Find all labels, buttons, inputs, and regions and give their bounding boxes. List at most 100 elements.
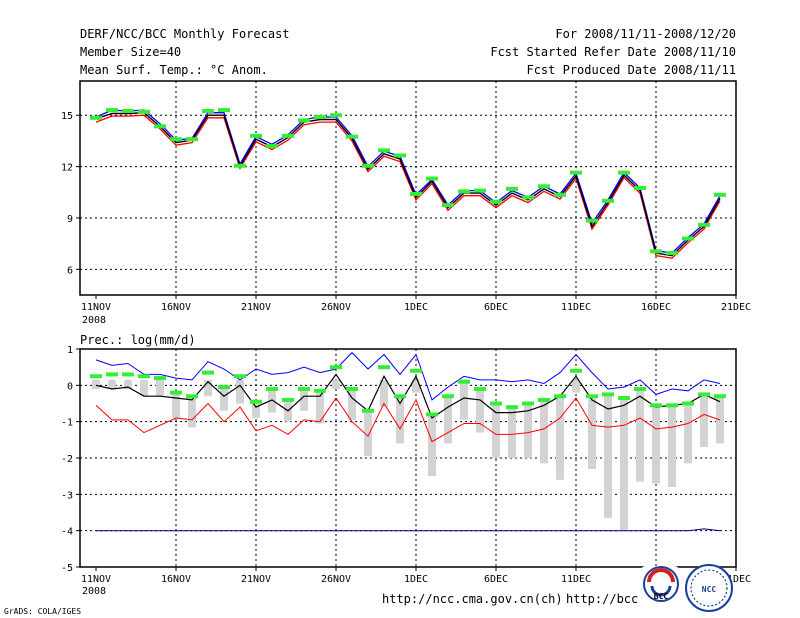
temp-observed-mark [154, 124, 166, 129]
temp-observed-mark [714, 192, 726, 197]
prec-spread-bar [364, 410, 372, 457]
prec-xtick-label: 11NOV [81, 574, 111, 585]
temp-observed-mark [458, 189, 470, 194]
prec-baseline [96, 528, 721, 532]
prec-spread-bar [188, 396, 196, 428]
prec-spread-bar [620, 398, 628, 531]
temp-observed-mark [618, 170, 630, 175]
prec-observed-mark [522, 401, 534, 406]
prec-observed-mark [282, 397, 294, 402]
prec-ytick-label: -3 [61, 490, 73, 501]
year-label-bottom: 2008 [82, 586, 106, 597]
prec-ytick-label: 1 [67, 345, 73, 356]
temp-observed-mark [634, 186, 646, 190]
ncc-logo: NCC [685, 564, 733, 612]
prec-observed-mark [666, 403, 678, 408]
prec-spread-bar [220, 387, 228, 411]
prec-spread-bar [476, 388, 484, 433]
prec-spread-bar [508, 407, 516, 458]
url-en-link[interactable]: http://bcc.c [566, 592, 653, 606]
temp-observed-mark [170, 137, 182, 142]
prec-spread-bar [252, 401, 260, 419]
prec-observed-mark [378, 365, 390, 370]
prec-xtick-label: 21DEC [721, 574, 751, 585]
prec-spread-bar [92, 379, 100, 389]
prec-observed-mark [170, 390, 182, 395]
prec-xtick-label: 26NOV [321, 574, 351, 585]
temp-xtick-label: 11DEC [561, 302, 591, 313]
chart-title: DERF/NCC/BCC Monthly Forecast [80, 27, 290, 41]
temp-upper-line [95, 109, 721, 254]
prec-observed-mark [474, 386, 486, 391]
prec-mean-line [95, 373, 721, 419]
temp-observed-mark [250, 133, 262, 138]
temp-observed-mark [122, 108, 134, 113]
prec-observed-mark [602, 392, 614, 397]
prec-observed-mark [586, 394, 598, 399]
prec-spread-bar [652, 405, 660, 484]
prec-observed-mark [682, 401, 694, 406]
temp-observed-mark [362, 163, 374, 168]
temp-observed-mark [282, 133, 294, 138]
prec-spread-bar [380, 379, 388, 408]
prec-observed-mark [634, 386, 646, 391]
prec-spread-bar [236, 379, 244, 404]
prec-observed-mark [458, 379, 470, 384]
temp-xtick-label: 21DEC [721, 302, 751, 313]
precip-panel: 11NOV16NOV21NOV26NOV1DEC6DEC11DEC16DEC21… [61, 345, 751, 585]
temp-observed-mark [698, 222, 710, 227]
temp-observed-mark [298, 118, 310, 123]
temp-observed-mark [330, 113, 342, 118]
temp-panel: 11NOV 16NOV 21NOV 26NOV 1DEC 6DEC 11DEC 16DEC 21… [61, 81, 751, 313]
prec-ytick-label: -5 [61, 563, 73, 574]
bcc-logo-text: BCC [654, 592, 669, 601]
prec-observed-mark [650, 403, 662, 408]
temp-observed-mark [106, 108, 118, 113]
prec-observed-mark [186, 394, 198, 399]
prec-spread-bar [492, 403, 500, 458]
prec-observed-mark [714, 394, 726, 399]
temp-observed-mark [586, 218, 598, 223]
prec-observed-mark [106, 372, 118, 377]
started-date: Fcst Started Refer Date 2008/11/10 [490, 45, 736, 59]
prec-observed-mark [90, 374, 102, 379]
prec-spread-bar [700, 394, 708, 448]
prec-spread-bar [172, 392, 180, 419]
grads-credit: GrADS: COLA/IGES [4, 607, 81, 616]
temp-panel-frame [79, 80, 737, 296]
temp-observed-mark [90, 115, 102, 120]
prec-observed-mark [554, 394, 566, 399]
prec-xtick-label: 16NOV [161, 574, 191, 585]
prec-ytick-label: -2 [61, 454, 73, 465]
prec-spread-bar [540, 399, 548, 464]
prec-observed-mark [394, 394, 406, 399]
temp-mean-line [95, 111, 721, 257]
prec-observed-mark [506, 405, 518, 410]
prec-lower-line [95, 397, 721, 443]
temp-observed-mark [426, 176, 438, 181]
member-size: Member Size=40 [80, 45, 181, 59]
prec-observed-mark [330, 365, 342, 370]
temp-ytick-label: 15 [61, 111, 73, 122]
prec-spread-bar [300, 388, 308, 411]
prec-observed-mark [314, 388, 326, 393]
prec-spread-bar [108, 379, 116, 389]
temp-ytick-label: 6 [67, 265, 73, 276]
ncc-logo-text: NCC [702, 585, 717, 594]
prec-observed-mark [266, 386, 278, 391]
prec-spread-bar [332, 379, 340, 389]
prec-xtick-label: 11DEC [561, 574, 591, 585]
prec-observed-mark [618, 396, 630, 401]
temp-observed-mark [538, 184, 550, 189]
prec-upper-line [95, 351, 721, 401]
prec-spread-bar [684, 403, 692, 464]
url-ch-link[interactable]: http://ncc.cma.gov.cn(ch) [382, 592, 563, 606]
temp-observed-mark [666, 251, 678, 256]
prec-spread-bar [268, 388, 276, 413]
temp-observed-mark [202, 108, 214, 113]
temp-observed-mark [474, 188, 486, 193]
prec-observed-mark [426, 412, 438, 417]
prec-xtick-label: 21NOV [241, 574, 271, 585]
